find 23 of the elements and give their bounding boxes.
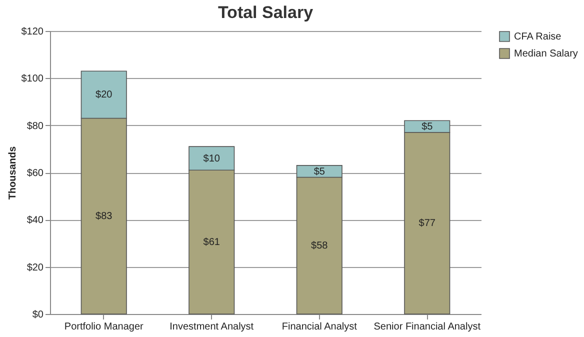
data-label: $61 [203, 237, 220, 248]
x-tick-label: Senior Financial Analyst [374, 322, 481, 332]
legend-label: Median Salary [514, 48, 578, 60]
y-axis-title: Thousands [7, 146, 18, 200]
data-label: $5 [314, 166, 326, 178]
data-label: $5 [422, 122, 434, 133]
x-tick-label: Investment Analyst [170, 322, 254, 332]
y-tick-label: $40 [26, 215, 44, 226]
x-tick-label: Portfolio Manager [64, 322, 144, 332]
data-label: $83 [96, 211, 113, 222]
data-label: $20 [96, 90, 113, 101]
y-tick-label: $20 [26, 262, 44, 274]
y-tick-label: $120 [21, 26, 44, 38]
y-tick-label: $100 [21, 74, 44, 85]
x-tick-label: Financial Analyst [282, 322, 358, 332]
y-tick-label: $60 [26, 168, 44, 179]
chart-title: Total Salary [218, 3, 314, 22]
data-label: $77 [418, 218, 436, 230]
y-tick-label: $0 [32, 310, 44, 320]
data-label: $10 [203, 153, 220, 164]
y-tick-label: $80 [26, 120, 44, 132]
legend-label: CFA Raise [514, 32, 562, 42]
data-label: $58 [311, 240, 328, 252]
